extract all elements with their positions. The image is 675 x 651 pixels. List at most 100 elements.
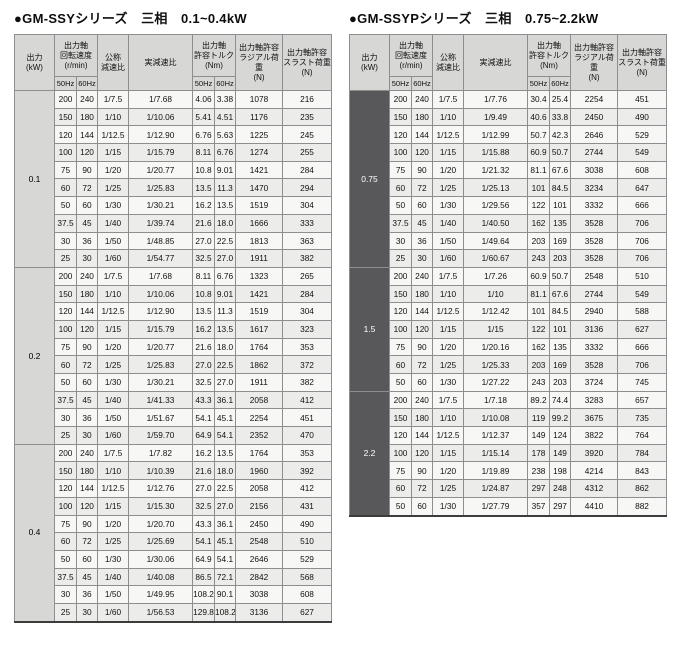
cell-actual-ratio: 1/30.21 xyxy=(128,373,193,392)
cell-speed-60hz: 120 xyxy=(76,143,98,162)
table-row: 50 60 1/30 1/29.56 122 101 3332 666 xyxy=(350,196,667,215)
cell-speed-60hz: 240 xyxy=(411,390,433,410)
cell-speed-60hz: 144 xyxy=(76,302,98,321)
cell-radial-load: 1617 xyxy=(235,319,283,339)
cell-thrust-load: 372 xyxy=(282,355,332,374)
cell-radial-load: 3528 xyxy=(570,231,618,251)
cell-actual-ratio: 1/25.33 xyxy=(463,355,528,374)
cell-speed-50hz: 100 xyxy=(389,443,412,463)
cell-speed-50hz: 37.5 xyxy=(54,213,77,233)
table-row: 0.4 200 240 1/7.5 1/7.82 16.2 13.5 1764 353 xyxy=(14,443,332,623)
cell-torque-60hz: 4.51 xyxy=(214,107,236,127)
cell-nominal-ratio: 1/60 xyxy=(97,249,129,268)
table-row: 50 60 1/30 1/27.79 357 297 4410 882 xyxy=(350,496,667,517)
cell-speed-50hz: 100 xyxy=(54,496,77,516)
cell-thrust-load: 529 xyxy=(617,125,667,145)
col-header-nominal: 公称 減速比 xyxy=(97,34,129,91)
cell-torque-50hz: 129.8 xyxy=(192,602,215,623)
table-row: 150 180 1/10 1/10.39 21.6 18.0 1960 392 xyxy=(15,461,332,481)
cell-torque-50hz: 162 xyxy=(527,337,550,357)
cell-torque-60hz: 169 xyxy=(549,355,571,374)
col-header-thrust: 出力軸許容 スラスト荷重 (N) xyxy=(617,34,667,91)
cell-radial-load: 3234 xyxy=(570,178,618,198)
cell-radial-load: 1911 xyxy=(235,373,283,392)
cell-torque-50hz: 27.0 xyxy=(192,231,215,251)
cell-speed-60hz: 72 xyxy=(76,532,98,551)
cell-torque-50hz: 8.11 xyxy=(192,266,215,286)
cell-actual-ratio: 1/40.08 xyxy=(128,567,193,587)
cell-nominal-ratio: 1/20 xyxy=(432,160,464,180)
cell-torque-60hz: 84.5 xyxy=(549,178,571,198)
cell-actual-ratio: 1/10.08 xyxy=(463,408,528,428)
cell-nominal-ratio: 1/7.5 xyxy=(97,266,129,286)
table-row: 30 36 1/50 1/48.85 27.0 22.5 1813 363 xyxy=(15,231,332,251)
cell-torque-50hz: 357 xyxy=(527,496,550,517)
cell-speed-50hz: 60 xyxy=(389,479,412,498)
cell-speed-60hz: 240 xyxy=(411,90,433,109)
cell-torque-60hz: 6.76 xyxy=(214,266,236,286)
cell-speed-60hz: 45 xyxy=(76,213,98,233)
cell-nominal-ratio: 1/10 xyxy=(432,107,464,127)
cell-speed-60hz: 90 xyxy=(411,337,433,357)
cell-torque-50hz: 27.0 xyxy=(192,479,215,498)
table-row: 120 144 1/12.5 1/12.42 101 84.5 2940 588 xyxy=(350,302,667,321)
cell-nominal-ratio: 1/50 xyxy=(97,408,129,428)
cell-radial-load: 3528 xyxy=(570,249,618,268)
table-row: 37.5 45 1/40 1/40.08 86.5 72.1 2842 568 xyxy=(15,567,332,587)
cell-thrust-load: 647 xyxy=(617,178,667,198)
cell-radial-load: 2450 xyxy=(570,107,618,127)
cell-thrust-load: 412 xyxy=(282,390,332,410)
cell-nominal-ratio: 1/7.5 xyxy=(97,443,129,463)
cell-torque-60hz: 45.1 xyxy=(214,408,236,428)
cell-torque-60hz: 27.0 xyxy=(214,249,236,268)
cell-thrust-load: 706 xyxy=(617,231,667,251)
cell-torque-60hz: 50.7 xyxy=(549,143,571,162)
cell-speed-50hz: 50 xyxy=(389,196,412,215)
cell-speed-60hz: 144 xyxy=(76,479,98,498)
cell-radial-load: 1764 xyxy=(235,337,283,357)
cell-actual-ratio: 1/12.76 xyxy=(128,479,193,498)
cell-nominal-ratio: 1/25 xyxy=(97,355,129,374)
cell-radial-load: 2646 xyxy=(235,549,283,569)
cell-radial-load: 2352 xyxy=(235,426,283,445)
table-row: 60 72 1/25 1/25.69 54.1 45.1 2548 510 xyxy=(15,532,332,551)
cell-nominal-ratio: 1/20 xyxy=(432,461,464,481)
table-row: 75 90 1/20 1/20.16 162 135 3332 666 xyxy=(350,337,667,357)
cell-radial-load: 3528 xyxy=(570,355,618,374)
cell-thrust-load: 255 xyxy=(282,143,332,162)
cell-nominal-ratio: 1/30 xyxy=(432,196,464,215)
cell-speed-50hz: 30 xyxy=(54,231,77,251)
cell-actual-ratio: 1/25.83 xyxy=(128,355,193,374)
cell-speed-50hz: 100 xyxy=(389,143,412,162)
table-row: 60 72 1/25 1/25.83 13.5 11.3 1470 294 xyxy=(15,178,332,198)
cell-radial-load: 1813 xyxy=(235,231,283,251)
table-row: 30 36 1/50 1/49.64 203 169 3528 706 xyxy=(350,231,667,251)
cell-speed-60hz: 180 xyxy=(76,461,98,481)
cell-speed-60hz: 60 xyxy=(76,549,98,569)
cell-speed-60hz: 120 xyxy=(411,319,433,339)
cell-thrust-load: 706 xyxy=(617,355,667,374)
table-row: 75 90 1/20 1/20.70 43.3 36.1 2450 490 xyxy=(15,514,332,534)
table-row: 30 36 1/50 1/49.95 108.2 90.1 3038 608 xyxy=(15,585,332,604)
col-header-speed-50hz: 50Hz xyxy=(389,76,412,91)
table-row: 25 30 1/60 1/60.67 243 203 3528 706 xyxy=(350,249,667,268)
cell-actual-ratio: 1/56.53 xyxy=(128,602,193,623)
cell-torque-60hz: 50.7 xyxy=(549,266,571,286)
header-row-main: 出力 (kW) 出力軸 回転速度 (r/min) 公称 減速比 実減速比 出力軸 許容ト… xyxy=(349,34,667,91)
cell-speed-60hz: 120 xyxy=(76,319,98,339)
cell-speed-60hz: 60 xyxy=(76,196,98,215)
cell-torque-60hz: 54.1 xyxy=(214,549,236,569)
cell-speed-50hz: 120 xyxy=(389,302,412,321)
cell-speed-50hz: 50 xyxy=(389,373,412,392)
table-title-gm-ssyp: ●GM-SSYPシリーズ 三相 0.75~2.2kW xyxy=(349,11,599,26)
cell-thrust-load: 627 xyxy=(282,602,332,623)
cell-speed-60hz: 36 xyxy=(76,408,98,428)
cell-torque-50hz: 119 xyxy=(527,408,550,428)
table-row: 100 120 1/15 1/15.14 178 149 3920 784 xyxy=(350,443,667,463)
cell-actual-ratio: 1/10 xyxy=(463,284,528,304)
cell-thrust-load: 666 xyxy=(617,337,667,357)
cell-speed-50hz: 200 xyxy=(389,390,412,410)
col-header-output: 出力 (kW) xyxy=(349,34,390,91)
cell-speed-60hz: 180 xyxy=(76,107,98,127)
cell-nominal-ratio: 1/10 xyxy=(432,408,464,428)
